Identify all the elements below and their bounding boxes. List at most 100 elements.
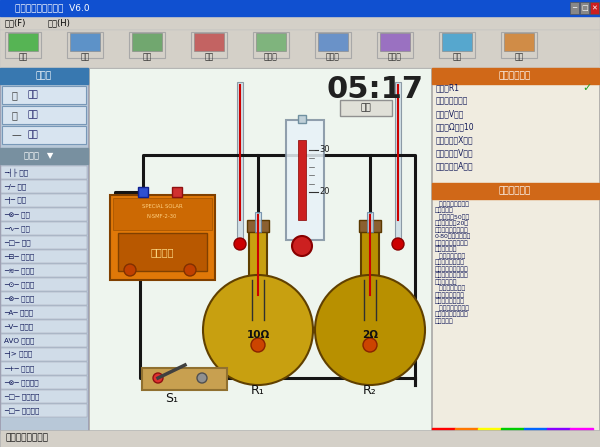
Text: 能品电池: 能品电池 — [150, 247, 174, 257]
Text: ─V─ 电压表: ─V─ 电压表 — [4, 323, 33, 330]
Bar — [432, 68, 599, 84]
Text: ✕: ✕ — [592, 5, 598, 11]
Bar — [298, 140, 306, 220]
Bar — [256, 33, 286, 51]
Bar — [439, 32, 475, 58]
Bar — [89, 68, 431, 433]
Bar — [8, 33, 38, 51]
Bar — [0, 30, 600, 68]
Bar — [1, 362, 87, 375]
Text: 导线: 导线 — [28, 131, 39, 139]
Bar — [455, 428, 478, 436]
Bar — [1, 166, 87, 179]
Text: 电压（V）：: 电压（V）： — [436, 110, 464, 118]
Bar — [377, 32, 413, 58]
Circle shape — [153, 373, 163, 383]
Bar — [478, 428, 501, 436]
Bar — [249, 230, 267, 285]
Text: ✓: ✓ — [583, 83, 592, 93]
Circle shape — [234, 238, 246, 250]
Text: ─□─ 电阻测试: ─□─ 电阻测试 — [4, 393, 40, 400]
Text: 2Ω: 2Ω — [362, 330, 378, 340]
Bar — [432, 68, 599, 433]
Text: 10Ω: 10Ω — [247, 330, 269, 340]
Bar — [255, 212, 261, 232]
Bar — [1, 180, 87, 193]
Text: R₂: R₂ — [363, 384, 377, 396]
Bar — [142, 368, 227, 390]
Text: □: □ — [581, 5, 588, 11]
Text: ─┤├ 电源: ─┤├ 电源 — [4, 169, 28, 177]
Circle shape — [197, 373, 207, 383]
Bar — [340, 100, 392, 116]
Bar — [1, 306, 87, 319]
Circle shape — [363, 338, 377, 352]
Bar — [253, 32, 289, 58]
Bar — [0, 0, 600, 16]
Text: 额定电流（A）：: 额定电流（A）： — [436, 161, 473, 170]
Bar — [67, 32, 103, 58]
Circle shape — [184, 264, 196, 276]
Text: 元件箱   ▼: 元件箱 ▼ — [25, 152, 53, 160]
Bar — [0, 16, 600, 30]
Ellipse shape — [315, 275, 425, 385]
Bar — [1, 250, 87, 263]
Bar — [570, 2, 579, 14]
Bar — [367, 212, 373, 232]
Text: ─□─ 电阻: ─□─ 电阻 — [4, 239, 31, 246]
Text: ─⊗─ 电灯: ─⊗─ 电灯 — [4, 211, 30, 218]
Text: 当前元件说明: 当前元件说明 — [499, 186, 531, 195]
Bar — [442, 33, 472, 51]
Circle shape — [251, 338, 265, 352]
Bar — [501, 428, 524, 436]
Bar — [315, 32, 351, 58]
Text: S₁: S₁ — [166, 392, 179, 405]
Bar — [359, 220, 381, 232]
Bar — [2, 106, 86, 124]
Text: 存图片: 存图片 — [264, 52, 278, 62]
Text: 帮助: 帮助 — [452, 52, 461, 62]
Text: ─⊙─ 电动机: ─⊙─ 电动机 — [4, 281, 34, 288]
Bar — [172, 187, 182, 197]
Bar — [1, 194, 87, 207]
Bar — [361, 230, 379, 285]
Text: ─⊗─ 电流计: ─⊗─ 电流计 — [4, 295, 34, 302]
Bar — [110, 195, 215, 280]
Text: 提示：电路畅通。: 提示：电路畅通。 — [5, 434, 48, 443]
Bar — [113, 198, 212, 230]
Text: ─/─ 开关: ─/─ 开关 — [4, 183, 26, 190]
Bar — [1, 320, 87, 333]
Text: 名称：R1: 名称：R1 — [436, 84, 460, 93]
Text: 手绘板: 手绘板 — [388, 52, 402, 62]
Circle shape — [292, 236, 312, 256]
Bar — [2, 86, 86, 104]
Bar — [1, 390, 87, 403]
Text: 冻结: 冻结 — [361, 104, 371, 113]
Bar — [501, 32, 537, 58]
Bar — [286, 120, 324, 240]
Bar — [1, 404, 87, 417]
Text: 触点位置（X）：: 触点位置（X）： — [436, 135, 473, 144]
Text: 当前元件设置: 当前元件设置 — [499, 72, 531, 80]
Bar — [1, 278, 87, 291]
Text: ─□─ 电热模拟: ─□─ 电热模拟 — [4, 407, 40, 414]
Text: 后退: 后退 — [205, 52, 214, 62]
Text: ─|─ 开关: ─|─ 开关 — [4, 197, 26, 204]
Bar — [298, 115, 306, 123]
Bar — [318, 33, 348, 51]
Bar — [432, 183, 599, 199]
Bar — [1, 376, 87, 389]
Bar — [247, 220, 269, 232]
Bar — [504, 33, 534, 51]
Text: 05:17: 05:17 — [326, 76, 424, 105]
Text: 中学电路虚拟实验室  V6.0: 中学电路虚拟实验室 V6.0 — [15, 4, 89, 13]
Bar — [1, 236, 87, 249]
Bar — [1, 348, 87, 361]
Bar — [138, 187, 148, 197]
Text: ─≋─ 变阻器: ─≋─ 变阻器 — [4, 267, 34, 274]
Bar — [1, 334, 87, 347]
Text: 电阻（Ω）：10: 电阻（Ω）：10 — [436, 122, 475, 131]
Text: ─∿─ 电铃: ─∿─ 电铃 — [4, 225, 30, 232]
Circle shape — [124, 264, 136, 276]
Text: N-SMF-2-30: N-SMF-2-30 — [147, 215, 177, 219]
